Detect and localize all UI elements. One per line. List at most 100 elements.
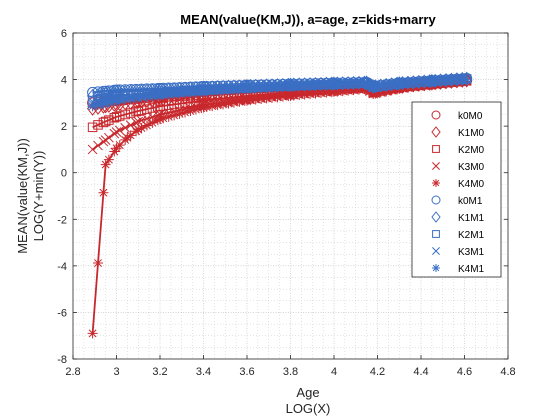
marker — [299, 81, 310, 92]
marker — [163, 111, 174, 122]
marker — [212, 85, 223, 96]
x-tick-label: 2.8 — [65, 366, 80, 378]
marker — [364, 80, 375, 91]
legend-label: K2M1 — [458, 230, 485, 241]
marker — [419, 77, 430, 88]
legend-label: k0M0 — [458, 111, 483, 122]
marker — [441, 75, 452, 86]
marker — [142, 104, 152, 114]
marker — [104, 115, 114, 125]
legend-item: K1M0 — [431, 126, 485, 139]
marker — [201, 101, 212, 112]
marker — [142, 113, 152, 124]
marker — [87, 144, 98, 155]
marker — [432, 230, 440, 238]
marker — [337, 86, 348, 97]
marker — [431, 195, 441, 205]
legend-label: K3M0 — [458, 162, 485, 173]
marker — [218, 99, 229, 110]
marker — [343, 85, 354, 96]
marker — [114, 95, 125, 106]
marker — [277, 82, 288, 93]
y-tick-label: 4 — [61, 75, 67, 87]
marker — [120, 109, 130, 120]
marker — [432, 264, 440, 272]
legend: k0M0 K1M0 K2M0 K3M0 K4M0 k0M1 K1M1 K2M1 K3M1 K4M1 — [411, 101, 502, 278]
marker — [131, 93, 142, 104]
marker — [343, 79, 354, 90]
x-tick-label: 3.8 — [283, 366, 298, 378]
marker — [299, 89, 310, 100]
marker — [332, 86, 343, 97]
marker — [115, 111, 125, 121]
x-tick-label: 4.6 — [457, 366, 472, 378]
marker — [141, 120, 152, 131]
legend-item: K2M1 — [432, 230, 485, 241]
marker — [397, 78, 408, 89]
marker — [294, 81, 305, 92]
marker — [103, 154, 114, 165]
marker — [386, 80, 397, 91]
y-tick-label: -4 — [57, 261, 67, 273]
marker — [87, 122, 98, 133]
marker — [272, 82, 283, 93]
marker — [120, 94, 131, 105]
marker — [190, 87, 201, 98]
marker — [152, 115, 163, 126]
y-tick-label: -6 — [57, 307, 67, 319]
marker — [163, 89, 174, 100]
marker — [348, 85, 359, 96]
legend-item: K4M0 — [432, 179, 485, 190]
marker — [98, 117, 109, 128]
legend-label: K4M0 — [458, 179, 485, 190]
marker — [131, 106, 141, 117]
marker — [375, 81, 386, 92]
marker — [136, 92, 147, 103]
x-tick-label: 3.4 — [196, 366, 211, 378]
series-layer — [86, 71, 473, 339]
marker — [169, 89, 180, 100]
marker — [435, 76, 446, 87]
x-tick-label: 3.2 — [152, 366, 167, 378]
marker — [185, 87, 196, 98]
marker — [430, 76, 441, 87]
marker — [147, 91, 158, 102]
marker — [234, 96, 245, 107]
marker — [402, 78, 413, 89]
marker — [354, 78, 365, 89]
y-tick-label: -8 — [57, 354, 67, 366]
marker — [100, 159, 111, 170]
marker — [310, 88, 321, 99]
y-tick-label: 0 — [61, 168, 67, 180]
marker — [370, 82, 381, 93]
marker — [92, 86, 104, 98]
marker — [155, 114, 165, 125]
marker — [120, 122, 131, 133]
marker — [147, 103, 158, 113]
marker — [93, 120, 103, 130]
marker — [141, 91, 152, 102]
marker — [432, 162, 440, 170]
marker — [136, 105, 147, 116]
marker — [98, 98, 109, 109]
marker — [256, 94, 267, 105]
marker — [158, 89, 169, 100]
marker — [288, 90, 299, 101]
series-K4M1 — [87, 74, 472, 112]
marker — [207, 86, 218, 97]
legend-item: K1M1 — [431, 211, 485, 224]
x-tick-label: 4.8 — [500, 366, 515, 378]
marker — [451, 74, 462, 85]
marker — [361, 78, 372, 89]
marker — [190, 104, 201, 115]
x-tick-label: 3.6 — [239, 366, 254, 378]
marker — [315, 80, 326, 91]
marker — [288, 81, 299, 92]
marker — [321, 80, 332, 91]
marker — [267, 82, 278, 93]
legend-item: K3M1 — [432, 247, 485, 258]
marker — [147, 117, 158, 128]
y-axis-label-line2: LOG(Y+min(Y)) — [31, 151, 46, 242]
marker — [109, 96, 120, 107]
